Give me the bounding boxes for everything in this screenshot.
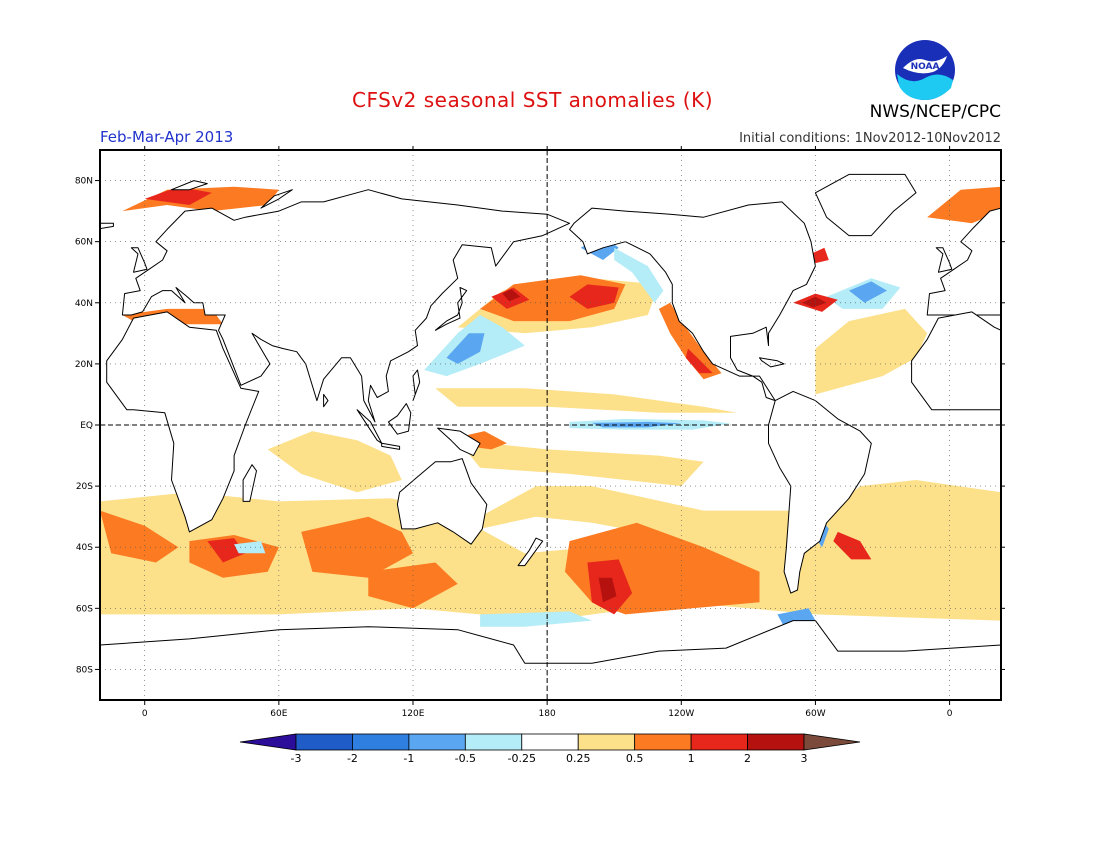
landmass [569,201,816,402]
anomaly-region [480,516,659,554]
anomaly-region [144,186,212,205]
landmass [260,189,293,209]
landmass [381,442,401,450]
lat-tick-label: 60S [76,604,93,614]
legend-swatch [747,733,805,751]
anomaly-field [100,186,1001,627]
landmass [100,620,1001,700]
lon-tick-label: 0 [947,709,953,719]
lon-tick-label: 120E [402,709,425,719]
lat-tick-label: EQ [80,421,93,431]
legend-swatch [464,733,523,751]
landmass [106,311,260,533]
lon-tick-label: 0 [142,709,148,719]
anomaly-region [100,510,179,563]
legend-label: 1 [688,752,695,765]
landmass [759,357,785,368]
legend-swatch [690,733,748,751]
lat-tick-label: 40N [75,299,93,309]
anomaly-region [658,302,722,380]
legend-label: -2 [347,752,358,765]
legend-swatch [521,733,579,751]
lat-tick-label: 80S [76,665,93,675]
legend-label: 3 [801,752,808,765]
anomaly-region [267,431,402,493]
anomaly-region [457,440,704,487]
lon-tick-label: 120W [668,709,694,719]
legend-label: 2 [744,752,751,765]
lat-tick-label: 20N [75,360,93,370]
legend-label: -0.5 [455,752,476,765]
legend-arrow-low [239,733,297,751]
legend-arrow-high [803,733,861,751]
legend-label: -1 [403,752,414,765]
lat-tick-label: 40S [76,543,93,553]
anomaly-region [614,247,664,303]
landmass [814,173,917,237]
landmass [517,537,544,567]
season-label: Feb-Mar-Apr 2013 [100,128,234,146]
axis-ticks: 0 60E 120E 180 120W 60W 0 80N 60N 40N 20N EQ 20S 40S 6… [75,146,1005,719]
anomaly-region [502,289,521,302]
legend-swatch [295,733,353,751]
legend-swatch [577,733,636,751]
legend-label: 0.5 [626,752,644,765]
initial-conditions-label: Initial conditions: 1Nov2012-10Nov2012 [739,131,1001,146]
legend-label: -3 [291,752,302,765]
anomaly-region [833,531,872,560]
noaa-logo-text: NOAA [911,62,940,72]
legend-swatch [352,733,410,751]
anomaly-region [234,541,266,554]
anomaly-region [301,516,413,578]
landmass [434,287,468,331]
legend-swatch [408,733,466,751]
landmass [926,207,1001,316]
chart-title: CFSv2 seasonal SST anomalies (K) [352,88,713,112]
anomaly-region [802,296,827,308]
landmass [437,427,481,457]
anomaly-region [927,186,1001,224]
legend-swatch [634,733,692,751]
coastlines [100,173,1001,700]
legend-label: 0.25 [566,752,591,765]
anomaly-region [435,388,738,413]
anomaly-region [100,486,1001,621]
lon-tick-label: 60W [805,709,825,719]
landmass [100,222,114,230]
lat-tick-label: 60N [75,238,93,248]
lat-tick-label: 80N [75,177,93,187]
legend-label: -0.25 [508,752,536,765]
landmass [935,247,953,273]
landmass [323,393,329,408]
landmass [130,247,148,273]
lon-tick-label: 180 [539,709,556,719]
anomaly-region [849,281,887,303]
noaa-logo: NOAA [895,40,955,100]
agency-label: NWS/NCEP/CPC [869,102,1001,122]
anomaly-region [811,247,829,264]
anomaly-region [480,611,592,627]
landmass [121,189,570,423]
landmass [412,369,421,402]
lat-tick-label: 20S [76,482,93,492]
landmass [911,311,1001,411]
anomaly-region [815,308,928,395]
anomaly-region [685,348,713,374]
landmass [396,458,488,545]
lon-tick-label: 60E [270,709,287,719]
landmass [171,180,208,191]
landmass [387,403,412,435]
anomaly-region [598,577,617,603]
reference-lines [100,150,1001,700]
landmass [242,464,257,502]
anomaly-region [569,284,619,309]
anomaly-region [446,333,485,364]
